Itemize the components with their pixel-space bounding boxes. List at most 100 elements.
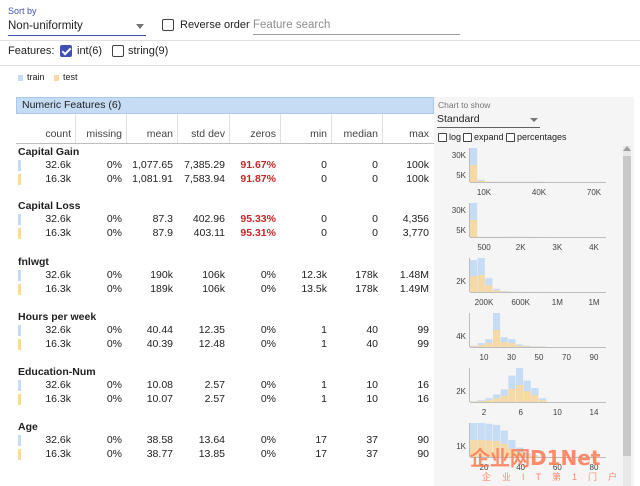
- test-bar: [485, 343, 493, 347]
- test-bar: [485, 440, 493, 457]
- percentages-checkbox[interactable]: [506, 133, 515, 142]
- cell-zeros: 0%: [260, 269, 276, 281]
- legend-test-label: test: [63, 72, 78, 82]
- string-features-checkbox[interactable]: [112, 45, 124, 57]
- cell-zeros: 0%: [260, 448, 276, 460]
- numeric-features-title: Numeric Features (6): [16, 97, 434, 114]
- cell-max: 16: [417, 393, 429, 405]
- expand-label[interactable]: expand: [474, 132, 504, 142]
- feature-search-input[interactable]: Feature search: [253, 17, 460, 35]
- train-row-marker: [18, 270, 21, 281]
- cell-std-dev: 2.57: [204, 379, 225, 391]
- int-features-label[interactable]: int(6): [77, 45, 103, 57]
- cell-missing: 0%: [106, 448, 122, 460]
- x-tick-label: 10: [480, 353, 489, 362]
- test-bar: [477, 180, 485, 182]
- legend-train: train: [18, 72, 45, 82]
- chevron-down-icon: [136, 24, 144, 29]
- cell-zeros: 95.31%: [240, 227, 276, 239]
- test-bar: [523, 346, 531, 347]
- test-bar: [500, 342, 508, 347]
- cell-min: 0: [321, 173, 327, 185]
- cell-min: 12.3k: [301, 269, 327, 281]
- train-row-marker: [18, 435, 21, 446]
- cell-std-dev: 403.11: [193, 227, 225, 239]
- log-checkbox[interactable]: [438, 133, 447, 142]
- cell-missing: 0%: [106, 393, 122, 405]
- cell-max: 99: [417, 338, 429, 350]
- feature-name: fnlwgt: [18, 256, 49, 268]
- x-tick-label: 30: [507, 353, 516, 362]
- cell-missing: 0%: [106, 338, 122, 350]
- x-tick-label: 1M: [552, 298, 563, 307]
- reverse-order-checkbox[interactable]: [162, 19, 174, 31]
- x-tick-label: 20: [480, 463, 489, 472]
- string-features-label[interactable]: string(9): [128, 45, 169, 57]
- sort-by-select[interactable]: Non-uniformity: [8, 18, 146, 36]
- train-bar: [485, 339, 493, 347]
- cell-min: 1: [321, 393, 327, 405]
- percentages-label[interactable]: percentages: [517, 132, 567, 142]
- cell-max: 16: [417, 379, 429, 391]
- cell-std-dev: 13.64: [198, 434, 225, 446]
- column-header-mean[interactable]: mean: [146, 128, 173, 140]
- column-header-count[interactable]: count: [45, 128, 71, 140]
- train-row-marker: [18, 380, 21, 391]
- x-tick-label: 80: [590, 463, 599, 472]
- cell-missing: 0%: [106, 324, 122, 336]
- cell-max: 1.49M: [399, 283, 429, 295]
- column-header-missing[interactable]: missing: [86, 128, 122, 140]
- cell-zeros: 95.33%: [240, 213, 276, 225]
- header-divider: [16, 143, 434, 144]
- test-bar: [470, 440, 478, 457]
- column-separator: [331, 114, 332, 144]
- cell-min: 0: [321, 159, 327, 171]
- cell-missing: 0%: [106, 227, 122, 239]
- y-tick-label: 30K: [452, 151, 467, 160]
- cell-count: 32.6k: [45, 269, 71, 281]
- cell-max: 100k: [406, 173, 429, 185]
- cell-zeros: 0%: [260, 324, 276, 336]
- test-bar: [500, 291, 508, 292]
- expand-checkbox[interactable]: [463, 133, 472, 142]
- chart-to-show-select[interactable]: Standard: [437, 113, 540, 128]
- feature-name: Capital Loss: [18, 200, 81, 212]
- y-tick-label: 2K: [456, 277, 466, 286]
- features-label: Features:: [8, 45, 55, 57]
- cell-zeros: 91.67%: [240, 159, 276, 171]
- cell-std-dev: 7,583.94: [184, 173, 225, 185]
- test-bar: [508, 448, 516, 457]
- test-bar: [477, 275, 485, 292]
- column-header-std-dev[interactable]: std dev: [191, 128, 225, 140]
- x-tick-label: 50: [535, 353, 544, 362]
- log-label[interactable]: log: [449, 132, 462, 142]
- cell-mean: 10.07: [146, 393, 173, 405]
- cell-mean: 87.3: [152, 213, 173, 225]
- cell-median: 0: [372, 173, 378, 185]
- y-tick-label: 4K: [456, 332, 466, 341]
- reverse-order-label[interactable]: Reverse order: [180, 19, 250, 31]
- int-features-checkbox[interactable]: [60, 45, 72, 57]
- cell-count: 16.3k: [45, 393, 71, 405]
- cell-max: 3,770: [402, 227, 429, 239]
- column-header-max[interactable]: max: [409, 128, 429, 140]
- cell-missing: 0%: [106, 213, 122, 225]
- column-header-min[interactable]: min: [310, 128, 327, 140]
- legend-train-label: train: [27, 72, 45, 82]
- cell-median: 37: [366, 434, 378, 446]
- cell-min: 1: [321, 324, 327, 336]
- scroll-up-arrow[interactable]: [623, 146, 631, 151]
- chart-to-show-label: Chart to show: [438, 100, 491, 110]
- column-header-median[interactable]: median: [343, 128, 378, 140]
- sort-by-label: Sort by: [8, 6, 37, 16]
- column-header-zeros[interactable]: zeros: [250, 128, 276, 140]
- cell-median: 40: [366, 324, 378, 336]
- cell-std-dev: 12.35: [198, 324, 225, 336]
- test-row-marker: [18, 449, 21, 460]
- test-bar: [493, 440, 501, 457]
- scrollbar-thumb[interactable]: [623, 156, 631, 456]
- cell-zeros: 91.87%: [240, 173, 276, 185]
- cell-max: 4,356: [402, 213, 429, 225]
- watermark-tagline: 企业IT第1门户: [482, 472, 629, 482]
- train-row-marker: [18, 325, 21, 336]
